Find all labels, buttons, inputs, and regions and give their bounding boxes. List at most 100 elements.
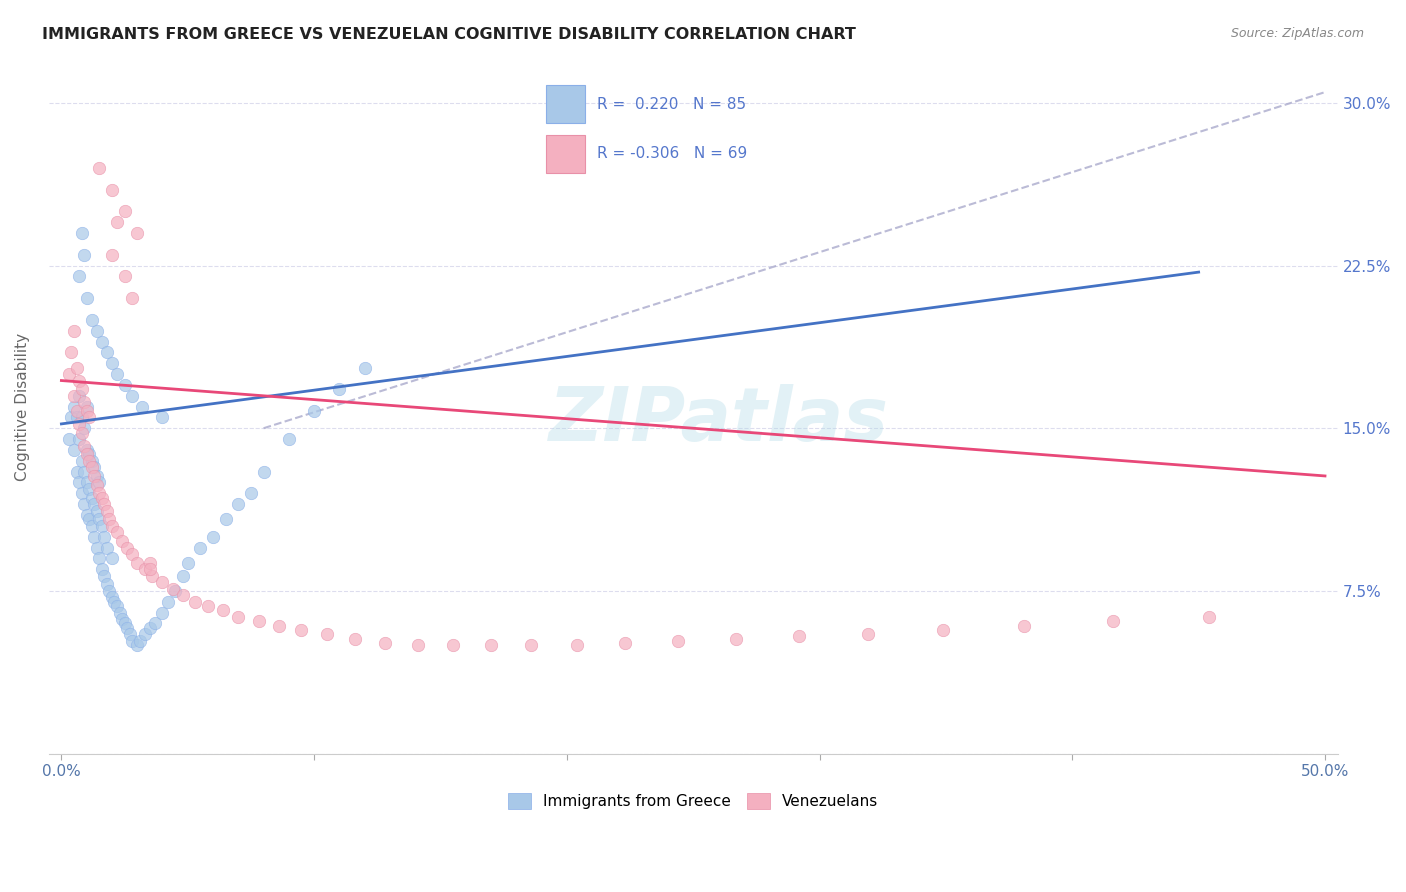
Point xyxy=(89,512,111,526)
Point xyxy=(70,410,93,425)
Point xyxy=(152,606,174,620)
Point xyxy=(856,627,879,641)
Point xyxy=(1101,614,1123,628)
Point xyxy=(70,486,93,500)
Point xyxy=(89,551,111,566)
Point xyxy=(115,541,138,555)
Point xyxy=(63,389,86,403)
Point xyxy=(134,627,156,641)
Point xyxy=(226,497,249,511)
Point xyxy=(131,400,153,414)
Point xyxy=(86,469,108,483)
Point xyxy=(77,454,100,468)
Point xyxy=(374,636,396,650)
Point xyxy=(520,638,543,652)
Point xyxy=(70,425,93,440)
Point xyxy=(277,432,299,446)
Point xyxy=(77,512,100,526)
Point xyxy=(127,556,149,570)
Point xyxy=(613,636,636,650)
Point xyxy=(65,404,87,418)
Point xyxy=(406,638,429,652)
Point xyxy=(239,486,262,500)
Point xyxy=(96,541,118,555)
Point xyxy=(73,421,96,435)
Point xyxy=(103,595,125,609)
Point xyxy=(96,577,118,591)
Point xyxy=(76,508,98,522)
Point xyxy=(111,534,134,549)
Point xyxy=(65,410,87,425)
Text: Source: ZipAtlas.com: Source: ZipAtlas.com xyxy=(1230,27,1364,40)
Point xyxy=(152,410,174,425)
Point xyxy=(184,595,207,609)
Point xyxy=(441,638,464,652)
Point xyxy=(86,541,108,555)
Point xyxy=(73,395,96,409)
Point xyxy=(101,518,124,533)
Point xyxy=(70,226,93,240)
Point xyxy=(83,460,105,475)
Point xyxy=(121,291,143,305)
Point xyxy=(1012,618,1035,632)
Point xyxy=(67,475,90,490)
Point xyxy=(98,512,121,526)
Point xyxy=(111,612,134,626)
Point xyxy=(80,454,103,468)
Point xyxy=(114,616,136,631)
Point xyxy=(96,503,118,517)
Point xyxy=(108,606,131,620)
Point xyxy=(86,477,108,491)
Point xyxy=(77,447,100,461)
Point xyxy=(121,389,143,403)
Point xyxy=(197,599,219,613)
Point xyxy=(76,404,98,418)
Point xyxy=(73,497,96,511)
Point xyxy=(252,465,274,479)
Point xyxy=(58,367,80,381)
Point xyxy=(73,439,96,453)
Point xyxy=(789,629,811,643)
Point xyxy=(139,562,162,576)
Point xyxy=(93,497,115,511)
Point xyxy=(105,215,128,229)
Point xyxy=(60,345,83,359)
Point xyxy=(101,248,124,262)
Point xyxy=(666,633,689,648)
Point xyxy=(90,334,112,349)
Point xyxy=(67,417,90,431)
Point xyxy=(114,204,136,219)
Point xyxy=(214,512,236,526)
Point xyxy=(67,432,90,446)
Point xyxy=(70,454,93,468)
Point xyxy=(328,382,350,396)
Point xyxy=(267,618,290,632)
Point xyxy=(114,377,136,392)
Point xyxy=(89,475,111,490)
Point xyxy=(63,442,86,457)
Point xyxy=(96,345,118,359)
Point xyxy=(141,568,163,582)
Point xyxy=(143,616,166,631)
Point xyxy=(226,610,249,624)
Point xyxy=(67,374,90,388)
Point xyxy=(139,621,162,635)
Point xyxy=(67,389,90,403)
Point xyxy=(80,460,103,475)
Point xyxy=(105,599,128,613)
Point xyxy=(93,530,115,544)
Point xyxy=(177,556,200,570)
Point xyxy=(118,627,141,641)
Point xyxy=(121,547,143,561)
Point xyxy=(63,324,86,338)
Point xyxy=(101,591,124,605)
Point xyxy=(479,638,502,652)
Point xyxy=(90,518,112,533)
Point xyxy=(76,400,98,414)
Point xyxy=(90,491,112,505)
Point xyxy=(60,410,83,425)
Point xyxy=(114,269,136,284)
Point xyxy=(134,562,156,576)
Point xyxy=(343,632,366,646)
Point xyxy=(101,356,124,370)
